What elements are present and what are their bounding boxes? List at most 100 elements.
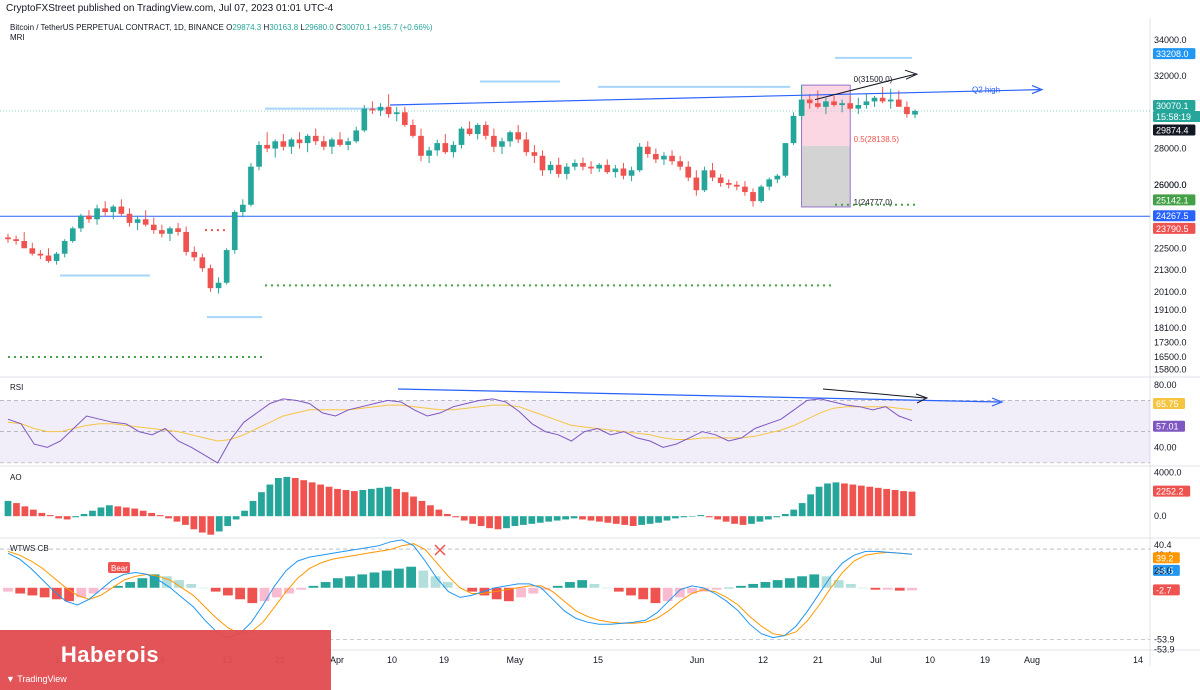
fib-level-0: 0(31500.0)	[854, 75, 893, 84]
candle-body	[628, 170, 635, 176]
candle	[223, 248, 230, 285]
ao-bar	[55, 516, 63, 519]
candle-body	[555, 164, 562, 174]
ao-tag-bg	[1153, 485, 1191, 497]
candle	[345, 137, 351, 151]
tag-24267-bg	[1153, 210, 1196, 222]
ohlc-open: 29874.3	[232, 23, 262, 32]
candle-body	[750, 192, 756, 202]
wtws-tag-40-bg: 40.4	[1156, 540, 1174, 550]
wtws-hist-bar	[540, 587, 551, 590]
wtws-hist-bar	[723, 587, 734, 589]
wtws-hist-bar	[528, 587, 539, 594]
ao-bar	[503, 516, 510, 529]
ao-bar	[97, 507, 105, 517]
candle-body	[839, 103, 845, 106]
candle-body	[53, 253, 60, 261]
ao-bar	[477, 516, 485, 526]
wtws-hist-bar	[186, 583, 197, 588]
price-tick-label-7: 19100.0	[1154, 305, 1187, 315]
candle-body	[644, 146, 651, 154]
ao-bar	[80, 514, 88, 517]
wtws-hist-bar	[858, 587, 869, 589]
price-tick-label-6: 20100.0	[1154, 287, 1187, 297]
indicator-label: MRI	[10, 33, 25, 42]
time-axis-label-10: 12	[758, 655, 768, 665]
candle-body	[499, 141, 505, 147]
wtws-hist-bar	[271, 587, 282, 598]
candle-body	[482, 124, 489, 136]
candle-body	[782, 143, 789, 176]
ao-bar	[89, 510, 96, 517]
ao-bar	[249, 500, 257, 517]
candle	[231, 210, 238, 254]
wtws-tag-neg539-a: -53.9	[1154, 634, 1175, 644]
ao-bar	[612, 516, 620, 524]
candle	[320, 135, 327, 151]
wtws-hist-bar	[113, 585, 123, 588]
rsi-bear-line	[822, 388, 926, 399]
candle	[102, 201, 109, 216]
resistance-trendline	[389, 89, 1041, 106]
ohlc-high-label: H	[263, 23, 270, 32]
candle-body	[547, 164, 554, 171]
tag-countdown-bg	[1153, 111, 1200, 123]
ao-bar	[570, 516, 578, 519]
ao-bar	[528, 516, 536, 524]
ao-bar	[714, 516, 722, 520]
candle	[644, 141, 651, 158]
wtws-hist-bar	[626, 587, 636, 596]
candle-body	[45, 255, 52, 261]
candle	[434, 139, 441, 156]
candle-body	[693, 177, 700, 191]
candle	[5, 233, 11, 243]
candle-body	[725, 182, 732, 185]
candle-body	[207, 268, 214, 289]
ao-bar	[351, 491, 358, 517]
candle	[329, 137, 335, 154]
candle-body	[401, 112, 408, 125]
candle-body	[167, 228, 173, 234]
candle-body	[337, 139, 343, 145]
candle-body	[734, 184, 740, 187]
wtws-hist-bar	[332, 578, 343, 588]
wtws-hist-bar	[210, 587, 221, 592]
candle-body	[539, 155, 546, 171]
candle	[871, 95, 878, 107]
candle	[596, 163, 603, 173]
candle	[118, 199, 125, 216]
ao-bar	[156, 515, 164, 517]
ao-bar	[427, 505, 434, 517]
ao-bar	[131, 508, 139, 517]
candle-body	[588, 166, 594, 169]
candle	[134, 215, 141, 231]
ao-bar	[908, 491, 916, 517]
ao-bar	[579, 516, 586, 520]
wtws-hist-bar	[907, 587, 917, 591]
wtws-tag-40: 40.4	[1154, 540, 1172, 550]
candle	[426, 146, 432, 164]
wtws-hist-bar	[870, 587, 881, 590]
candle-body	[410, 124, 416, 136]
wtws-hist-bar	[76, 587, 87, 598]
ao-bar	[46, 515, 54, 517]
ao-bar	[401, 492, 409, 517]
rsi-ma-line	[7, 404, 913, 442]
ao-bar	[190, 516, 198, 530]
ao-bar	[511, 516, 519, 526]
candle	[839, 99, 845, 113]
ao-bar	[435, 509, 443, 517]
candle	[823, 97, 829, 115]
wtws-tag-392-bg	[1153, 552, 1180, 564]
candle	[288, 137, 295, 154]
tag-last-price-bg	[1153, 100, 1196, 112]
candle-body	[758, 186, 764, 202]
candle-body	[256, 144, 262, 167]
candle	[53, 251, 60, 265]
candle	[207, 264, 214, 292]
ao-bar	[891, 490, 899, 517]
ao-bar	[900, 491, 907, 517]
ao-bar	[148, 512, 156, 517]
tag-open-bg	[1153, 124, 1196, 136]
